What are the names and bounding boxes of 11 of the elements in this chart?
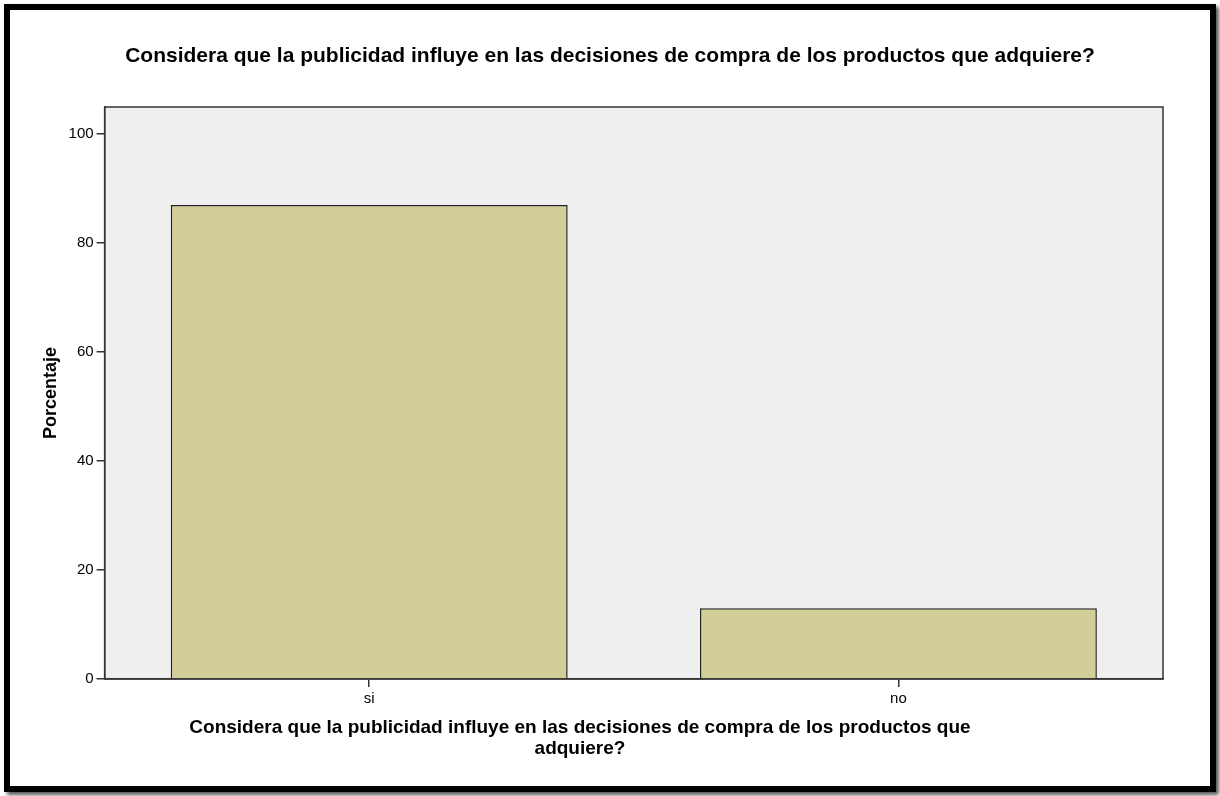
y-tick-label: 100 bbox=[68, 124, 94, 142]
chart-title: Considera que la publicidad influye en las decisiones de compra de los productos que adquiere? bbox=[124, 43, 1096, 66]
y-tick-label: 60 bbox=[76, 342, 94, 360]
y-tick-label: 80 bbox=[76, 233, 94, 251]
y-axis-title: Porcentaje bbox=[39, 346, 60, 440]
x-axis-title: Considera que la publicidad influye en las decisiones de compra de los productos que adquiere? bbox=[188, 716, 972, 758]
y-tick-label: 40 bbox=[76, 451, 94, 469]
y-tick-label: 20 bbox=[76, 560, 94, 578]
x-tick-label: si bbox=[363, 689, 375, 707]
x-tick-label: no bbox=[890, 689, 907, 707]
y-tick-label: 0 bbox=[85, 669, 94, 687]
